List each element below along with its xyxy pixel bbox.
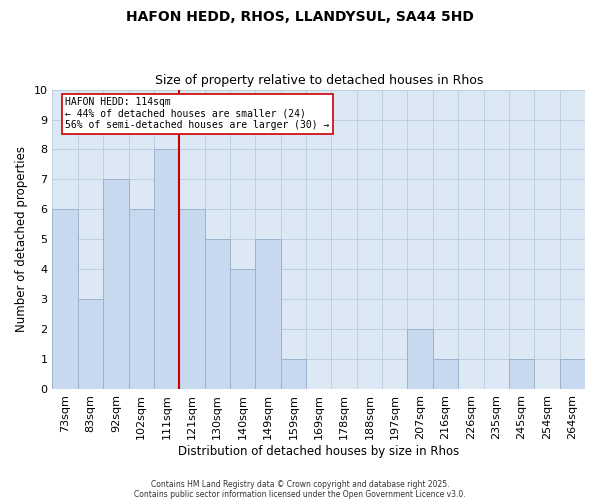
Bar [78,299,103,389]
Text: Contains HM Land Registry data © Crown copyright and database right 2025.: Contains HM Land Registry data © Crown c… [151,480,449,489]
Title: Size of property relative to detached houses in Rhos: Size of property relative to detached ho… [155,74,483,87]
Bar [103,180,128,389]
Bar [433,359,458,389]
Text: Contains public sector information licensed under the Open Government Licence v3: Contains public sector information licen… [134,490,466,499]
Bar [509,359,534,389]
Bar [128,210,154,389]
Bar [407,329,433,389]
Bar [52,210,78,389]
Bar [154,150,179,389]
Bar [205,240,230,389]
Text: HAFON HEDD, RHOS, LLANDYSUL, SA44 5HD: HAFON HEDD, RHOS, LLANDYSUL, SA44 5HD [126,10,474,24]
Bar [179,210,205,389]
Bar [560,359,585,389]
X-axis label: Distribution of detached houses by size in Rhos: Distribution of detached houses by size … [178,444,460,458]
Bar [256,240,281,389]
Y-axis label: Number of detached properties: Number of detached properties [15,146,28,332]
Text: HAFON HEDD: 114sqm
← 44% of detached houses are smaller (24)
56% of semi-detache: HAFON HEDD: 114sqm ← 44% of detached hou… [65,97,329,130]
Bar [230,270,256,389]
Bar [281,359,306,389]
